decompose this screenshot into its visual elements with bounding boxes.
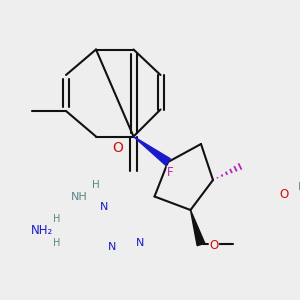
Text: O: O bbox=[279, 188, 288, 201]
Text: N: N bbox=[136, 238, 144, 248]
Polygon shape bbox=[190, 210, 205, 246]
Text: H: H bbox=[298, 182, 300, 192]
Text: O: O bbox=[112, 141, 123, 155]
Text: H: H bbox=[92, 180, 100, 190]
Text: H: H bbox=[52, 214, 60, 224]
Text: N: N bbox=[108, 242, 116, 252]
Text: NH₂: NH₂ bbox=[31, 224, 53, 238]
Text: N: N bbox=[100, 202, 108, 212]
Text: O: O bbox=[209, 239, 218, 252]
Text: H: H bbox=[52, 238, 60, 248]
Text: NH: NH bbox=[70, 192, 87, 202]
Text: F: F bbox=[167, 166, 174, 179]
Polygon shape bbox=[134, 136, 170, 165]
